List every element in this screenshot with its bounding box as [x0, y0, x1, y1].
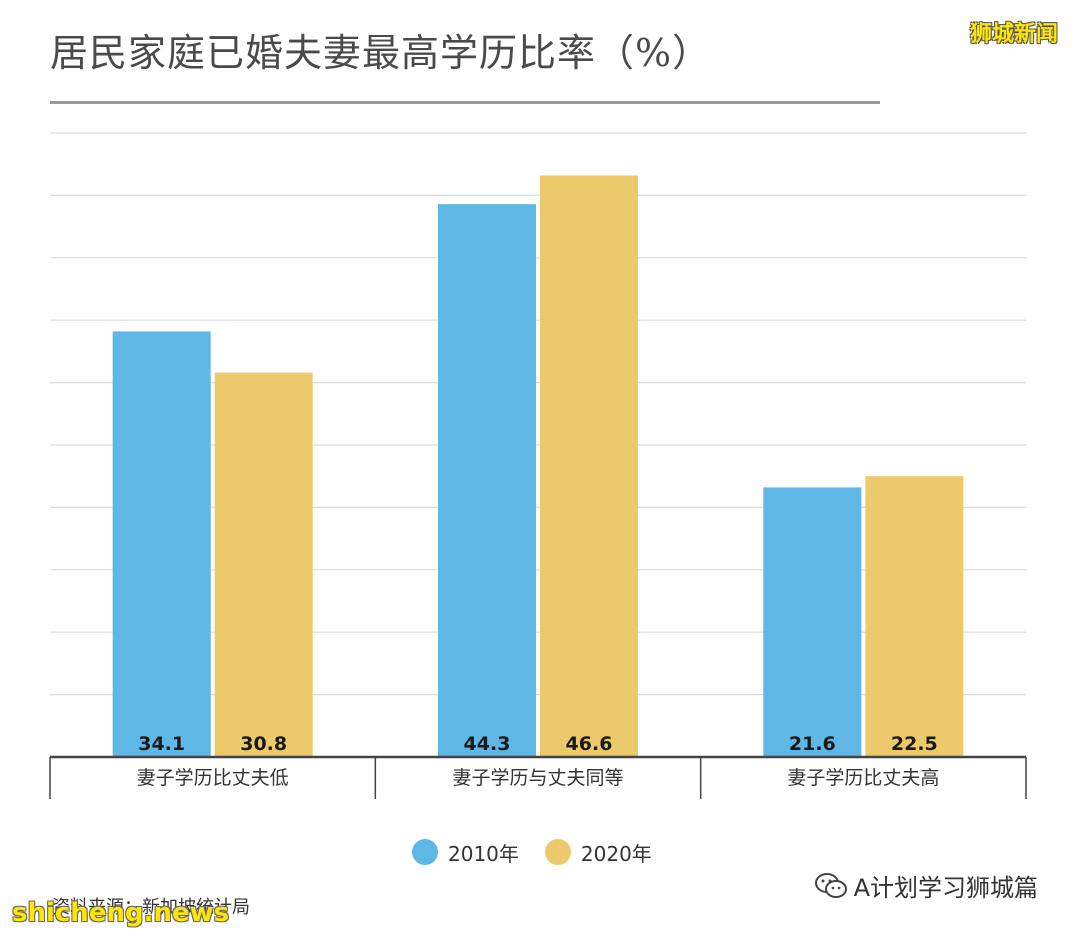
wechat-icon [814, 872, 847, 898]
data-labels: 34.1 30.8 44.3 46.6 21.6 22.5 [138, 733, 938, 755]
chart-title: 居民家庭已婚夫妻最高学历比率（%） [50, 31, 712, 75]
wechat-account-name: A计划学习狮城篇 [853, 874, 1038, 902]
legend-swatch-2020 [544, 839, 571, 865]
data-label: 21.6 [789, 733, 836, 755]
legend-label-2010: 2010年 [448, 841, 519, 866]
legend-item-2010: 2010年 [412, 838, 519, 867]
data-label: 34.1 [138, 733, 185, 755]
wechat-account-watermark: A计划学习狮城篇 [814, 868, 1038, 903]
title-divider [50, 101, 880, 104]
source-note: 资料来源：新加坡统计局 [52, 897, 250, 918]
x-axis: 妻子学历比丈夫低 妻子学历与丈夫同等 妻子学历比丈夫高 [49, 755, 1027, 799]
bars [112, 175, 964, 758]
data-label: 22.5 [891, 733, 938, 755]
legend: 2010年 2020年 [412, 838, 666, 866]
legend-label-2020: 2020年 [580, 841, 652, 866]
brand-watermark-top: 狮城新闻 [969, 22, 1058, 47]
bar-2020-2 [865, 476, 964, 757]
x-tick-label: 妻子学历比丈夫高 [787, 767, 939, 789]
bar-2020-1 [540, 175, 638, 757]
bar-2010-1 [438, 204, 536, 758]
legend-item-2020: 2020年 [544, 838, 652, 867]
legend-swatch-2010 [412, 839, 438, 865]
bar-2020-0 [214, 372, 313, 757]
watermark-bottom-left: shicheng.news [12, 898, 230, 928]
data-label: 44.3 [464, 733, 511, 755]
bar-2010-0 [112, 331, 211, 757]
grid-lines [50, 132, 1026, 696]
data-label: 30.8 [240, 733, 287, 755]
x-tick-label: 妻子学历比丈夫低 [137, 767, 289, 789]
data-label: 46.6 [566, 733, 613, 755]
x-tick-label: 妻子学历与丈夫同等 [452, 767, 623, 789]
bar-2010-2 [763, 487, 862, 757]
